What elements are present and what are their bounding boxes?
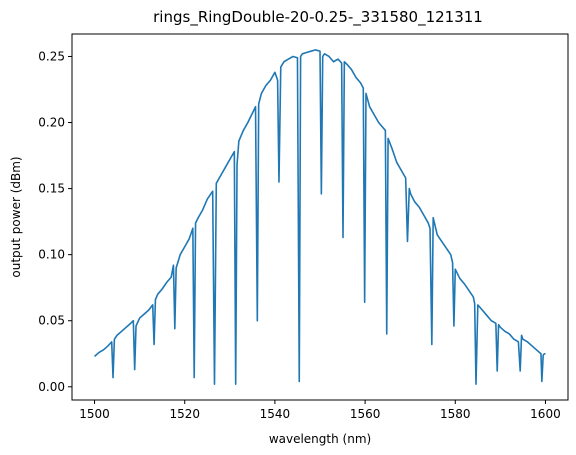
y-tick-label: 0.10 bbox=[38, 248, 65, 262]
x-tick-label: 1520 bbox=[169, 407, 200, 421]
x-axis-label: wavelength (nm) bbox=[269, 432, 371, 446]
y-axis-label: output power (dBm) bbox=[9, 156, 23, 277]
y-tick-label: 0.20 bbox=[38, 116, 65, 130]
axes-frame bbox=[71, 33, 569, 401]
series-line bbox=[94, 49, 546, 385]
x-tick-label: 1560 bbox=[350, 407, 381, 421]
x-axis: 1500 1520 1540 1560 1580 1600 bbox=[79, 400, 561, 421]
x-tick-label: 1540 bbox=[260, 407, 291, 421]
plot-area bbox=[94, 49, 546, 385]
x-tick-label: 1580 bbox=[440, 407, 471, 421]
y-tick-label: 0.25 bbox=[38, 49, 65, 63]
y-axis: 0.00 0.05 0.10 0.15 0.20 0.25 bbox=[38, 49, 72, 394]
chart-title: rings_RingDouble-20-0.25-_331580_121311 bbox=[153, 8, 483, 27]
y-tick-label: 0.05 bbox=[38, 314, 65, 328]
x-tick-label: 1500 bbox=[79, 407, 110, 421]
y-tick-label: 0.00 bbox=[38, 380, 65, 394]
y-tick-label: 0.15 bbox=[38, 182, 65, 196]
x-tick-label: 1600 bbox=[530, 407, 561, 421]
